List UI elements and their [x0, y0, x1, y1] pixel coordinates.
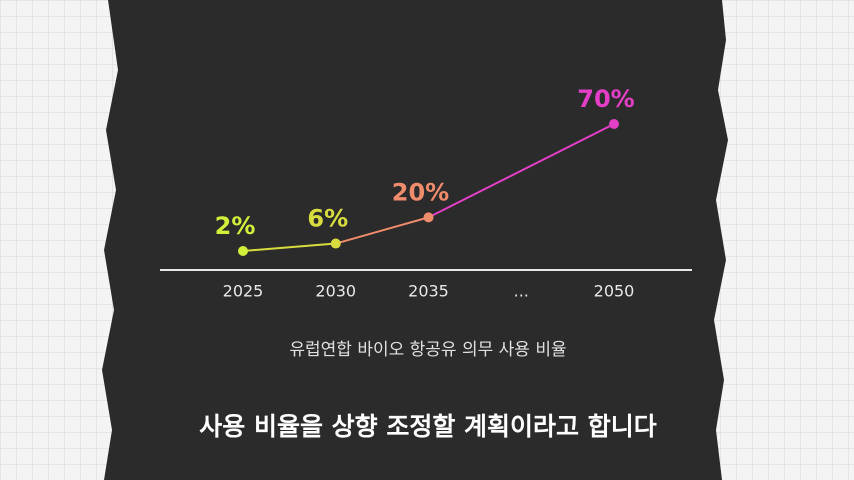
x-tick-label: 2035	[408, 282, 449, 301]
value-label: 70%	[577, 85, 634, 113]
line-segment	[335, 216, 429, 245]
x-tick-label: 2025	[223, 282, 264, 301]
torn-paper	[102, 0, 728, 480]
point	[609, 119, 619, 129]
value-label: 6%	[307, 205, 348, 233]
x-tick-label: ...	[514, 282, 529, 301]
caption: 유럽연합 바이오 항공유 의무 사용 비율	[289, 340, 566, 360]
line-segment	[428, 123, 615, 219]
x-tick-label: 2030	[315, 282, 356, 301]
value-label: 20%	[392, 178, 449, 206]
point	[330, 238, 341, 249]
x-tick-label: 2050	[594, 282, 635, 301]
value-label: 2%	[215, 212, 256, 240]
point	[238, 246, 248, 256]
point	[423, 212, 434, 223]
subtitle: 사용 비율을 상향 조정할 계획이라고 합니다	[199, 412, 657, 441]
line-segment	[242, 242, 336, 252]
